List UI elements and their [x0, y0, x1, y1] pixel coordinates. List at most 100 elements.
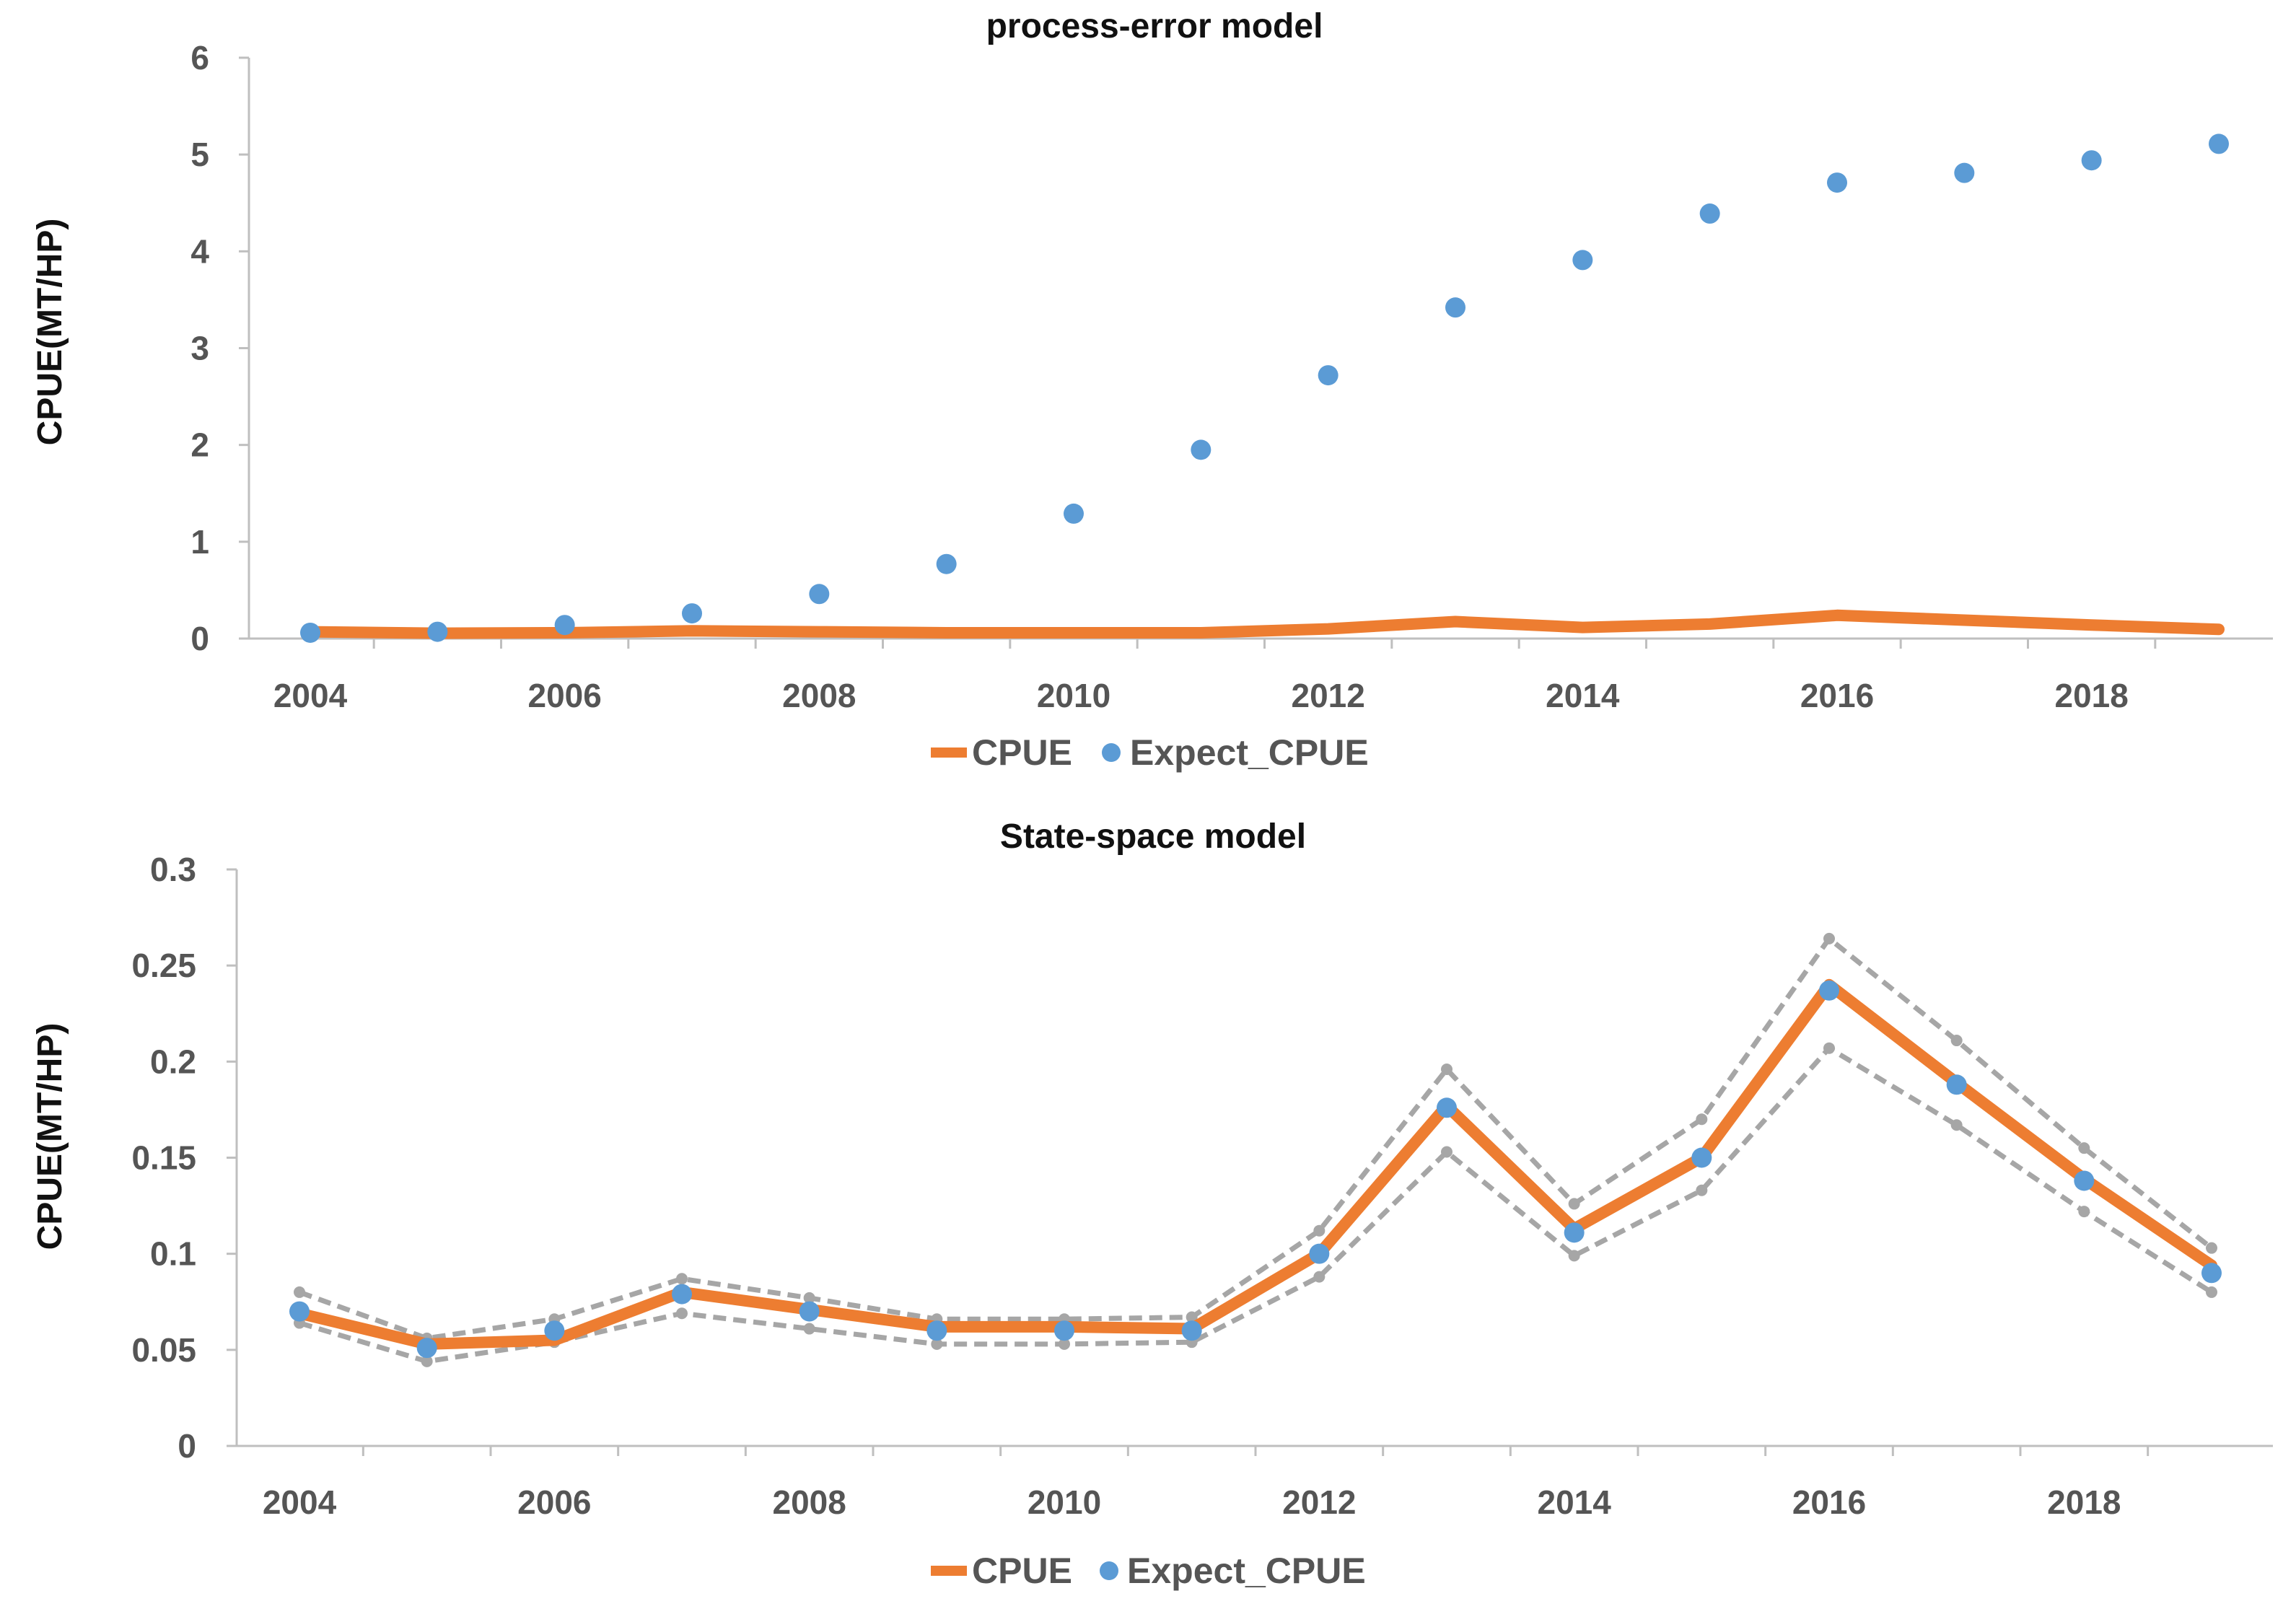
y-tick-label: 0.1 — [150, 1235, 196, 1273]
x-tick-label: 2006 — [527, 677, 601, 714]
x-tick-label: 2006 — [517, 1483, 591, 1521]
upper-bound-point — [803, 1292, 815, 1304]
lower-bound-point — [1696, 1184, 1708, 1196]
expect-cpue-point — [416, 1338, 437, 1359]
y-tick-label: 0.2 — [150, 1043, 196, 1080]
x-tick-label: 2008 — [782, 677, 856, 714]
chart-title: State-space model — [1000, 817, 1306, 856]
y-tick-label: 3 — [190, 330, 209, 367]
expect-cpue-point — [1445, 297, 1465, 318]
expect-cpue-point — [1946, 1074, 1967, 1095]
expect-cpue-point — [1954, 162, 1975, 183]
plot-area — [289, 932, 2222, 1367]
expect-cpue-point — [1699, 203, 1720, 224]
expect-cpue-point — [1309, 1243, 1330, 1264]
legend: CPUE Expect_CPUE — [931, 1551, 1366, 1591]
upper-bound-point — [1823, 932, 1835, 944]
lower-bound-point — [931, 1338, 943, 1350]
state-space-chart: State-space model CPUE(MT/HP) 0 0.05 0.1 0.… — [31, 817, 2273, 1591]
y-axis-label: CPUE(MT/HP) — [31, 219, 69, 446]
expect-cpue-point — [2201, 1263, 2222, 1284]
x-tick-label: 2008 — [772, 1483, 846, 1521]
y-tick-label: 0 — [178, 1427, 196, 1465]
lower-bound-point — [421, 1355, 433, 1367]
expect-cpue-point — [427, 621, 448, 642]
upper-bound-point — [1568, 1198, 1580, 1210]
legend-expect-cpue-label: Expect_CPUE — [1127, 1551, 1366, 1591]
x-tick-label: 2004 — [273, 677, 348, 714]
y-tick-label: 0.05 — [131, 1331, 196, 1369]
expect-cpue-point — [1064, 503, 1084, 524]
x-tick-label: 2016 — [1800, 677, 1874, 714]
expect-cpue-point — [682, 603, 702, 624]
x-tick-label: 2016 — [1792, 1483, 1866, 1521]
y-tick-label: 1 — [190, 523, 209, 561]
x-tick-label: 2012 — [1291, 677, 1364, 714]
expect-cpue-point — [1691, 1147, 1712, 1168]
process-error-chart: process-error model CPUE(MT/HP) 0 1 2 3 4 5 6 2… — [31, 7, 2273, 773]
x-tick-label: 2014 — [1546, 677, 1620, 714]
expect-cpue-point — [2074, 1170, 2095, 1191]
expect-cpue-point — [799, 1301, 820, 1322]
axes: 0 1 2 3 4 5 6 2004 2006 2008 2010 2012 2014 2016 2018 — [190, 39, 2273, 714]
y-tick-label: 0.15 — [131, 1139, 196, 1177]
expect-cpue-point — [1437, 1097, 1457, 1118]
y-tick-label: 5 — [190, 136, 209, 173]
y-tick-label: 0.25 — [131, 947, 196, 984]
lower-bound-point — [2078, 1206, 2090, 1218]
legend-expect-cpue-label: Expect_CPUE — [1130, 732, 1369, 773]
x-tick-label: 2010 — [1037, 677, 1110, 714]
upper-bound-point — [1186, 1311, 1198, 1323]
y-tick-label: 0.3 — [150, 851, 196, 888]
cpue-series-line — [304, 609, 2225, 639]
expect-cpue-point — [1181, 1320, 1202, 1341]
lower-bound-point — [803, 1323, 815, 1335]
expect-cpue-point — [544, 1320, 565, 1341]
plot-area — [300, 133, 2229, 643]
lower-bound-point — [1568, 1250, 1580, 1262]
lower-bound-point — [1059, 1338, 1070, 1350]
y-tick-label: 2 — [190, 426, 209, 464]
upper-bound-point — [1313, 1224, 1326, 1237]
expect-cpue-point — [1564, 1222, 1585, 1243]
expect-cpue-point — [1819, 980, 1839, 1001]
upper-bound-point — [294, 1286, 305, 1298]
lower-bound-point — [1313, 1271, 1326, 1283]
upper-bound-point — [1441, 1063, 1452, 1075]
lower-bound-line — [298, 1045, 2213, 1364]
lower-bound-point — [2206, 1286, 2217, 1298]
expect-cpue-point — [1318, 365, 1338, 386]
expect-cpue-point — [926, 1320, 947, 1341]
legend-expect-cpue-swatch — [1100, 1561, 1118, 1580]
expect-cpue-point — [2081, 150, 2102, 171]
expect-cpue-point — [289, 1301, 310, 1322]
upper-bound-point — [1696, 1113, 1708, 1126]
chart-title: process-error model — [986, 7, 1323, 45]
x-tick-label: 2018 — [2047, 1483, 2121, 1521]
x-tick-label: 2014 — [1537, 1483, 1611, 1521]
y-axis-label: CPUE(MT/HP) — [31, 1023, 69, 1250]
expect-cpue-point — [2209, 133, 2229, 154]
x-tick-label: 2004 — [263, 1483, 337, 1521]
expect-cpue-point — [672, 1284, 692, 1305]
expect-cpue-point — [300, 622, 320, 643]
upper-bound-line — [298, 936, 2214, 1341]
upper-bound-point — [2206, 1242, 2217, 1254]
y-tick-label: 6 — [190, 39, 209, 76]
legend: CPUE Expect_CPUE — [931, 732, 1369, 773]
lower-bound-point — [1441, 1146, 1452, 1158]
upper-bound-point — [676, 1273, 688, 1285]
y-tick-label: 4 — [190, 232, 209, 270]
expect-cpue-point — [1191, 439, 1211, 460]
legend-cpue-label: CPUE — [972, 732, 1072, 773]
legend-cpue-label: CPUE — [972, 1551, 1072, 1591]
axes: 0 0.05 0.1 0.15 0.2 0.25 0.3 2004 2006 2008 2010 20… — [131, 851, 2273, 1521]
legend-expect-cpue-swatch — [1102, 743, 1121, 762]
expect-cpue-point — [936, 553, 957, 574]
expect-cpue-point — [1827, 172, 1847, 193]
expect-cpue-point — [1054, 1320, 1074, 1341]
x-tick-label: 2012 — [1282, 1483, 1356, 1521]
x-tick-label: 2010 — [1027, 1483, 1101, 1521]
lower-bound-point — [1823, 1042, 1835, 1054]
